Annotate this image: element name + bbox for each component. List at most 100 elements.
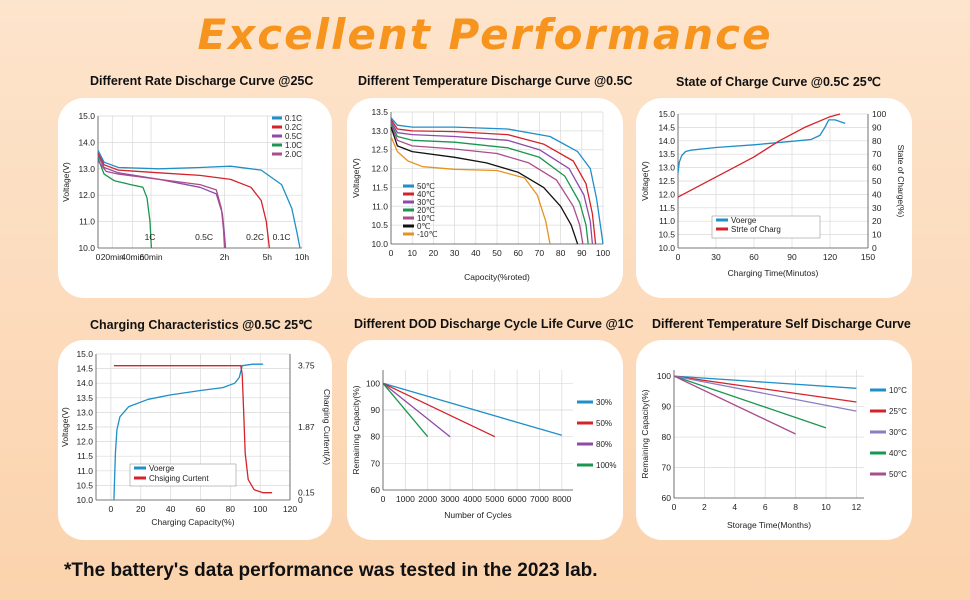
x-tick-label: 40min: [121, 252, 144, 262]
y-tick-label: 12.0: [658, 189, 675, 199]
legend-label: 25°C: [889, 407, 907, 416]
chart-card-charging-characteristics: [58, 340, 332, 540]
series-line-strteofcharg: [677, 113, 841, 198]
y2-tick-label: 40: [872, 189, 882, 199]
y-tick-label: 14.5: [658, 122, 675, 132]
legend-label: 40°C: [889, 449, 907, 458]
y-tick-label: 12.0: [371, 164, 388, 174]
y-tick-label: 10.5: [371, 220, 388, 230]
x-tick-label: 100: [596, 248, 610, 258]
footnote: *The battery's data performance was test…: [64, 560, 598, 581]
y-tick-label: 11.0: [372, 201, 388, 211]
series-line-20c: [97, 160, 226, 249]
y-tick-label: 60: [662, 493, 672, 503]
y2-axis-label: State of Charge(%): [896, 145, 906, 218]
series-line-chsigingcurtent: [113, 365, 273, 494]
y-tick-label: 90: [371, 405, 381, 415]
curve-annotation: 0.2C: [246, 232, 264, 242]
legend-label: 50%: [596, 419, 612, 428]
legend-box: [129, 463, 237, 487]
legend-label: 10°C: [889, 386, 907, 395]
chart-state-of-charge: 10.0 10.5 11.0 11.5 12.0 12.5 13.0 13.5 14.0 14.5…: [640, 109, 906, 278]
y-tick-label: 12.0: [76, 437, 93, 447]
x-tick-label: 20: [429, 248, 439, 258]
legend-label: 0.2C: [285, 123, 302, 132]
y-axis-label: Remaining Capacity(%): [351, 385, 361, 474]
x-tick-label: 3000: [441, 494, 460, 504]
series-line-01c: [97, 150, 301, 249]
x-tick-label: 0: [381, 494, 386, 504]
series-line-10: [390, 124, 584, 245]
y-tick-label: 60: [371, 485, 381, 495]
x-tick-label: 20min: [101, 252, 124, 262]
y-tick-label: 11.5: [659, 203, 675, 213]
y-tick-label: 80: [371, 432, 381, 442]
series-line-10c: [673, 375, 857, 389]
y-tick-label: 11.0: [77, 466, 93, 476]
series-line-40: [390, 119, 597, 245]
series-line-20: [390, 123, 589, 245]
y2-tick-label: 20: [872, 216, 882, 226]
x-axis-label: Charging Capacity(%): [151, 517, 234, 527]
y-tick-label: 10.0: [371, 239, 388, 249]
y2-tick-label: 70: [872, 149, 882, 159]
series-line-80: [382, 382, 451, 438]
series-line-40c: [673, 375, 827, 429]
y2-tick-label: 1.87: [298, 422, 315, 432]
y2-tick-label: 60: [872, 163, 882, 173]
y-tick-label: 14.5: [76, 364, 93, 374]
x-tick-label: 0: [672, 502, 677, 512]
x-tick-label: 2000: [418, 494, 437, 504]
x-tick-label: 90: [787, 252, 797, 262]
series-line-50: [382, 382, 496, 438]
x-tick-label: 20: [136, 504, 146, 514]
chart-self-discharge: 60 70 80 90 100 0 2 4 6 8 10 12 Remaining Capacity(%…: [640, 370, 907, 530]
legend-label: 2.0C: [285, 150, 302, 159]
y2-tick-label: 10: [872, 230, 882, 240]
x-tick-label: 0: [96, 252, 101, 262]
chart-title-temperature-discharge: Different Temperature Discharge Curve @0…: [358, 74, 633, 88]
y-tick-label: 100: [657, 371, 671, 381]
x-tick-label: 40: [471, 248, 481, 258]
x-tick-label: 60min: [139, 252, 162, 262]
y-tick-label: 15.0: [658, 109, 675, 119]
chart-title-charging-characteristics: Charging Characteristics @0.5C 25℃: [90, 318, 313, 332]
x-tick-label: 6: [763, 502, 768, 512]
x-tick-label: 5h: [263, 252, 273, 262]
series-line-voerge: [677, 119, 846, 174]
y-axis-label: Voltage(V): [640, 161, 650, 201]
y-tick-label: 14.0: [76, 378, 93, 388]
y-tick-label: 90: [662, 402, 672, 412]
series-line-50: [390, 117, 604, 245]
y-tick-label: 13.0: [371, 126, 388, 136]
series-line-100: [382, 382, 429, 438]
y-tick-label: 14.0: [658, 136, 675, 146]
y-tick-label: 100: [366, 378, 380, 388]
y-tick-label: 13.0: [658, 163, 675, 173]
x-tick-label: 30: [450, 248, 460, 258]
legend-label: 30%: [596, 398, 612, 407]
curve-annotation: 1C: [145, 232, 156, 242]
x-tick-label: 4000: [463, 494, 482, 504]
y2-tick-label: 0: [872, 243, 877, 253]
y-axis-label: Voltage(V): [60, 407, 70, 447]
legend-label: 50°C: [889, 470, 907, 479]
legend-label: 0.5C: [285, 132, 302, 141]
y2-tick-label: 30: [872, 203, 882, 213]
series-line-25c: [673, 375, 857, 403]
x-tick-label: 60: [749, 252, 759, 262]
legend-label: Chsiging Curtent: [149, 474, 209, 483]
y-tick-label: 14.0: [78, 137, 95, 147]
x-axis-label: Storage Time(Months): [727, 520, 811, 530]
x-tick-label: 90: [577, 248, 587, 258]
x-tick-label: 100: [253, 504, 267, 514]
y-tick-label: 10.5: [76, 480, 93, 490]
legend-label: Voerge: [149, 464, 175, 473]
legend-label: -10℃: [417, 230, 438, 239]
x-axis-label: Number of Cycles: [444, 510, 512, 520]
x-axis-label: Charging Time(Minutos): [728, 268, 819, 278]
legend-label: 30°C: [889, 428, 907, 437]
y-tick-label: 80: [662, 432, 672, 442]
y-tick-label: 10.0: [76, 495, 93, 505]
